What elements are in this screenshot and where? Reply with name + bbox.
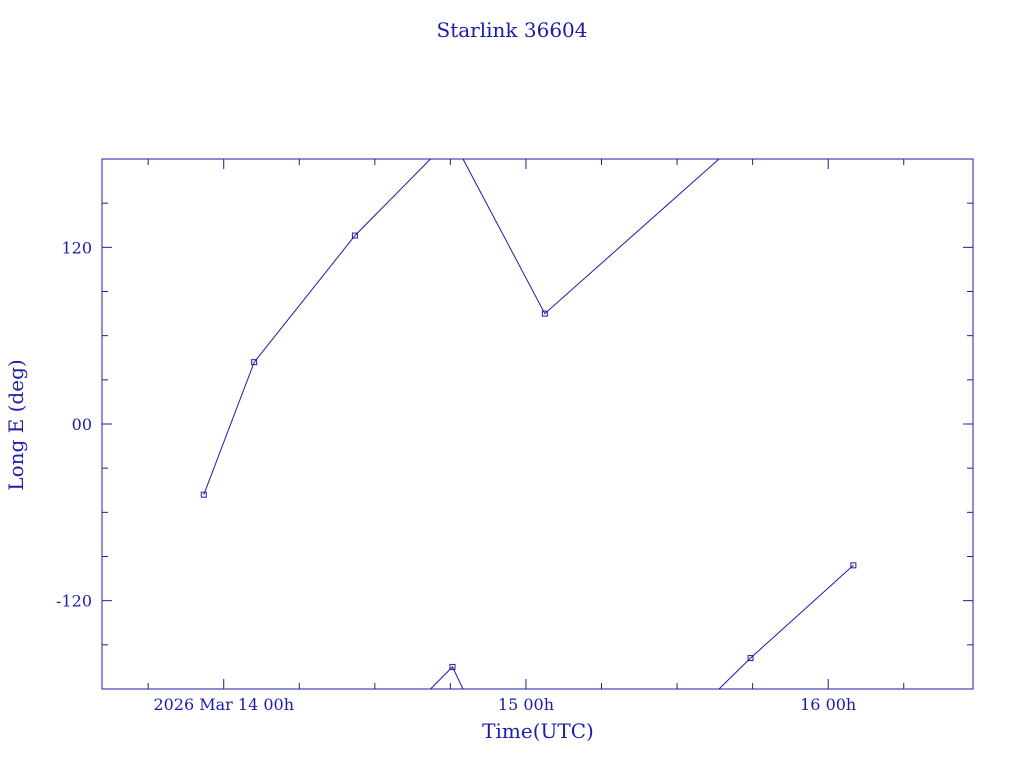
x-tick-labels: 2026 Mar 14 00h 15 00h 16 00h [153,695,856,714]
data-point [541,310,548,317]
x-tick-label: 16 00h [800,695,856,714]
y-tick-labels: 120 00 -120 [56,238,92,610]
series-line [462,158,720,315]
series-group [200,158,857,690]
series-line [203,158,431,495]
data-point [251,359,258,366]
y-tick-label: 120 [61,238,92,257]
series-line [430,666,464,690]
y-tick-label: -120 [56,592,92,611]
y-axis-label: Long E (deg) [4,359,28,490]
data-point [449,663,456,670]
x-tick-label: 15 00h [498,695,554,714]
plot-frame [101,158,974,690]
data-point [200,491,207,498]
data-point [351,232,358,239]
ticks [102,159,973,689]
chart-title: Starlink 36604 [437,18,588,42]
data-point [747,655,754,662]
y-tick-label: 00 [72,415,92,434]
series-line [718,564,854,690]
x-tick-label: 2026 Mar 14 00h [153,695,294,714]
x-axis-label: Time(UTC) [482,719,594,743]
data-point [850,562,857,569]
